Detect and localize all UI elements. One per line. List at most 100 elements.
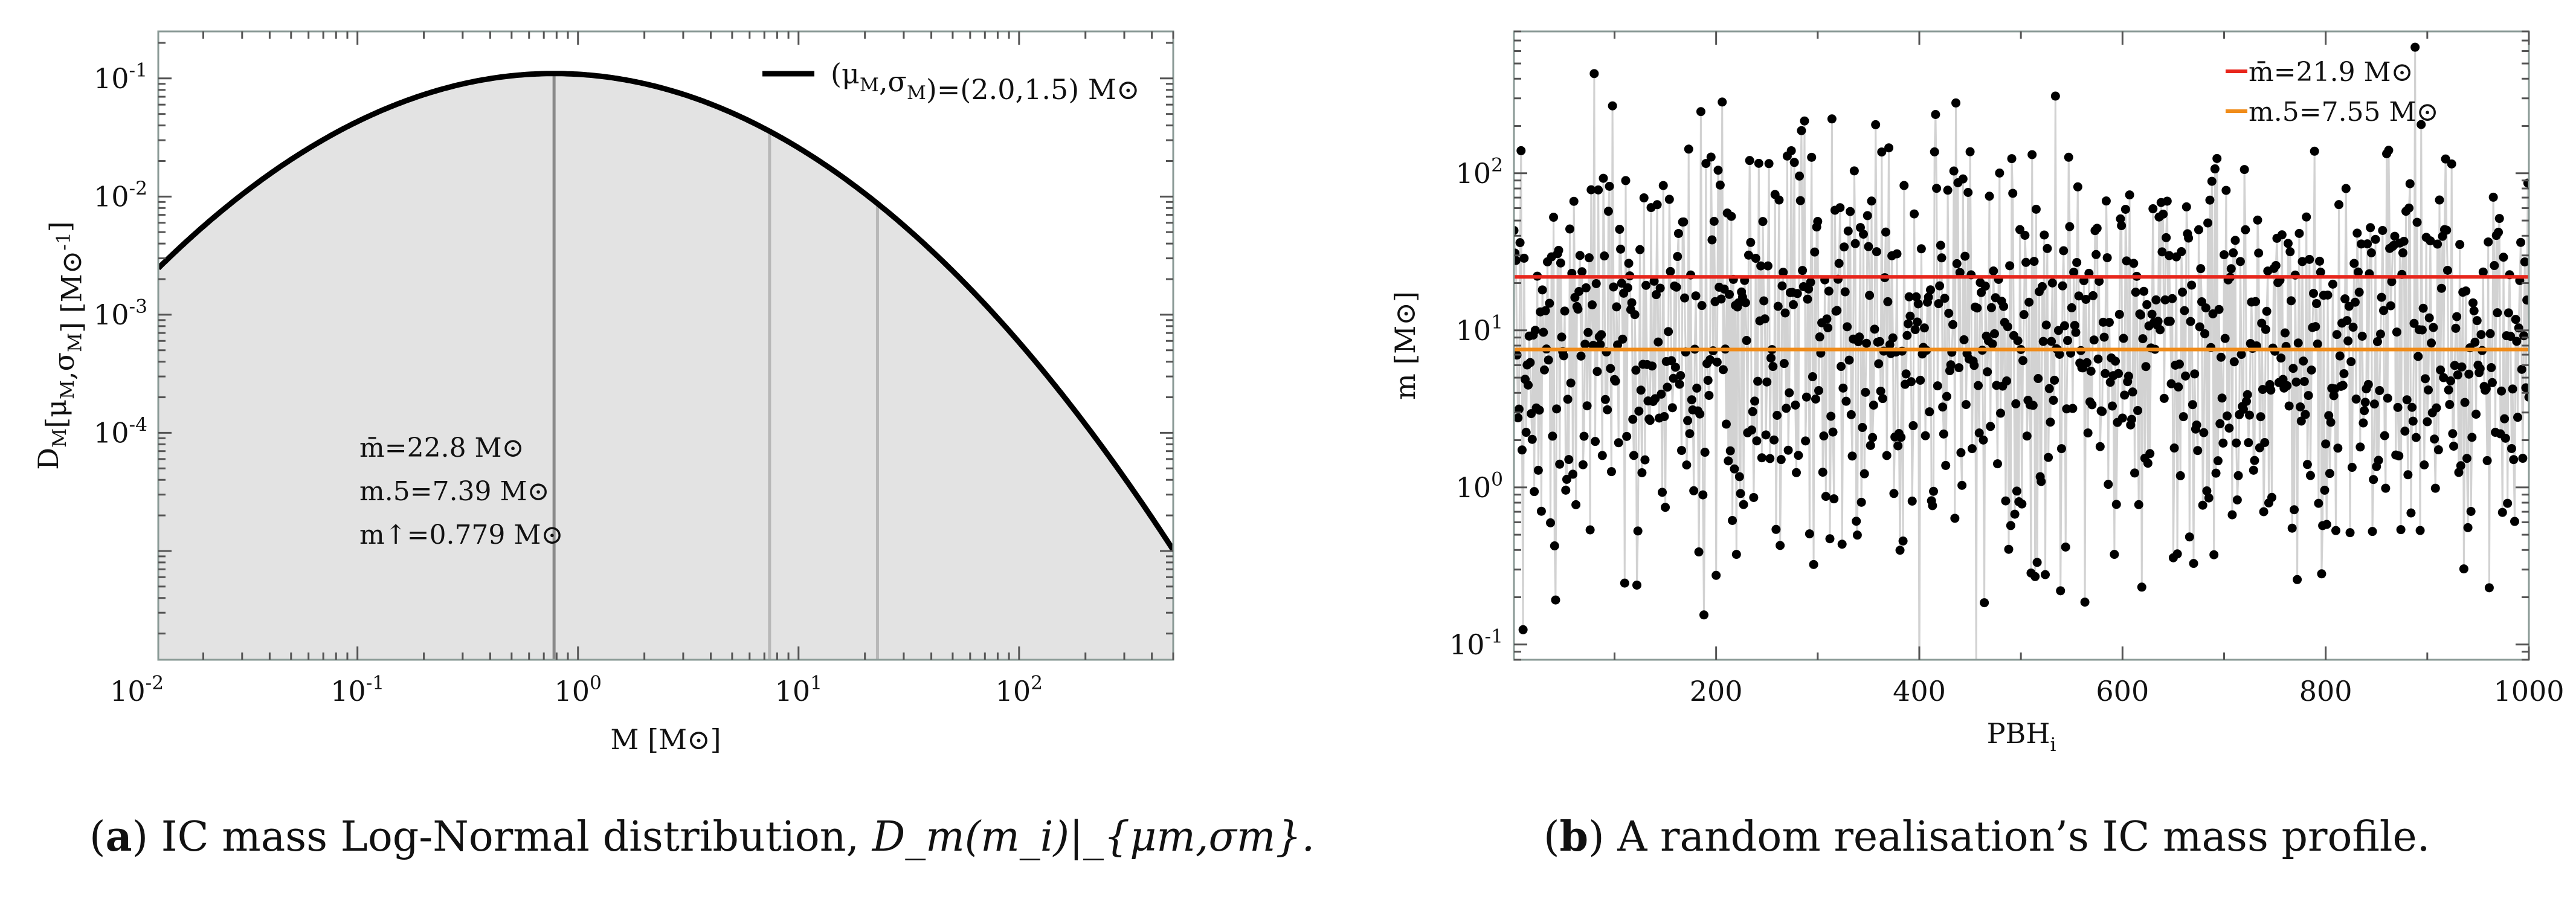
data-point — [2168, 294, 2177, 303]
data-point — [1684, 144, 1693, 154]
data-point — [2020, 230, 2030, 240]
data-point — [1696, 107, 1705, 117]
data-point — [1627, 298, 1637, 308]
data-point — [2267, 492, 2277, 502]
data-point — [1819, 431, 1829, 441]
data-point — [2204, 493, 2214, 503]
data-point — [2151, 295, 2161, 304]
data-point — [2313, 339, 2322, 349]
data-point — [2393, 402, 2403, 412]
data-point — [1574, 287, 1584, 297]
data-point — [1881, 227, 1890, 237]
data-point — [2462, 454, 2471, 463]
data-point — [2429, 323, 2438, 332]
data-point — [1899, 181, 1909, 190]
data-point — [2245, 410, 2255, 420]
data-point — [1554, 245, 1563, 255]
data-point — [1805, 529, 1814, 539]
data-point — [1661, 503, 1670, 512]
data-point — [2372, 337, 2382, 346]
data-point — [2227, 510, 2237, 520]
data-point — [1658, 181, 1668, 190]
data-point — [2122, 256, 2131, 266]
data-point — [2005, 261, 2015, 271]
data-point — [2253, 215, 2262, 225]
data-point — [2133, 405, 2143, 415]
data-point — [2259, 507, 2268, 517]
data-point — [1695, 409, 1705, 419]
data-point — [1545, 298, 1554, 308]
data-point — [2043, 243, 2052, 253]
data-point — [2203, 218, 2213, 228]
data-point — [1895, 546, 1905, 555]
data-point — [1795, 171, 1805, 181]
data-point — [2095, 442, 2105, 451]
data-point — [1718, 365, 1728, 375]
data-point — [2481, 384, 2491, 394]
data-point — [2013, 336, 2023, 346]
data-point — [2284, 401, 2294, 411]
data-point — [2156, 325, 2165, 335]
caption-b: (b) A random realisation’s IC mass profi… — [1544, 813, 2430, 861]
data-point — [2081, 294, 2091, 304]
data-point — [1599, 173, 1608, 183]
data-point — [2218, 438, 2228, 448]
data-point — [2484, 583, 2494, 593]
data-point — [2442, 225, 2452, 235]
data-point — [2341, 184, 2351, 193]
data-point — [2444, 385, 2453, 395]
data-point — [1840, 242, 1849, 252]
data-point — [1571, 500, 1581, 509]
data-point — [2366, 223, 2375, 233]
data-point — [2145, 449, 2155, 459]
data-point — [1514, 225, 1519, 235]
plot-frame-a — [157, 30, 1174, 661]
data-point — [1725, 289, 1734, 299]
data-point — [1855, 332, 1864, 342]
data-point — [1847, 451, 1857, 461]
data-point — [1544, 355, 1553, 365]
data-point — [1715, 180, 1725, 190]
data-point — [1846, 207, 1855, 216]
x-tick-label-a: 10-2 — [110, 672, 164, 707]
data-point — [1666, 266, 1675, 276]
data-point — [1664, 195, 1674, 204]
data-point — [2137, 582, 2146, 592]
data-point — [2516, 237, 2526, 247]
data-point — [1910, 325, 1920, 335]
data-point — [1808, 372, 1817, 382]
data-point — [2238, 404, 2248, 414]
data-point — [1774, 195, 1784, 205]
data-point — [2232, 495, 2242, 504]
data-point — [1850, 239, 1860, 248]
data-point — [1549, 213, 1559, 222]
data-point — [1954, 363, 1964, 373]
data-point — [2200, 329, 2210, 338]
data-point — [2396, 525, 2406, 535]
data-point — [1611, 376, 1620, 386]
data-point — [1829, 494, 1839, 504]
legend-label-b: m.5=7.55 M⊙ — [2249, 97, 2438, 127]
data-point — [2472, 316, 2482, 326]
data-point — [2467, 433, 2477, 442]
data-point — [1986, 422, 1995, 431]
data-point — [1516, 146, 1526, 155]
data-point — [2405, 179, 2415, 188]
data-point — [1745, 156, 1754, 166]
data-point — [2433, 239, 2442, 249]
caption-b-text: A random realisation’s IC mass profile. — [1617, 813, 2430, 861]
data-point — [2439, 373, 2449, 382]
x-tick-label-b: 200 — [1690, 675, 1743, 707]
data-point — [1874, 359, 1884, 369]
data-point — [2349, 259, 2359, 268]
data-point — [1889, 489, 1899, 498]
data-point — [2205, 195, 2215, 205]
data-point — [2061, 542, 2070, 552]
data-point — [1789, 158, 1799, 167]
data-point — [2471, 410, 2481, 419]
data-point — [1865, 291, 1875, 300]
data-point — [2193, 446, 2203, 456]
data-point — [1974, 428, 1984, 438]
data-point — [2328, 279, 2337, 289]
data-point — [2018, 356, 2028, 366]
